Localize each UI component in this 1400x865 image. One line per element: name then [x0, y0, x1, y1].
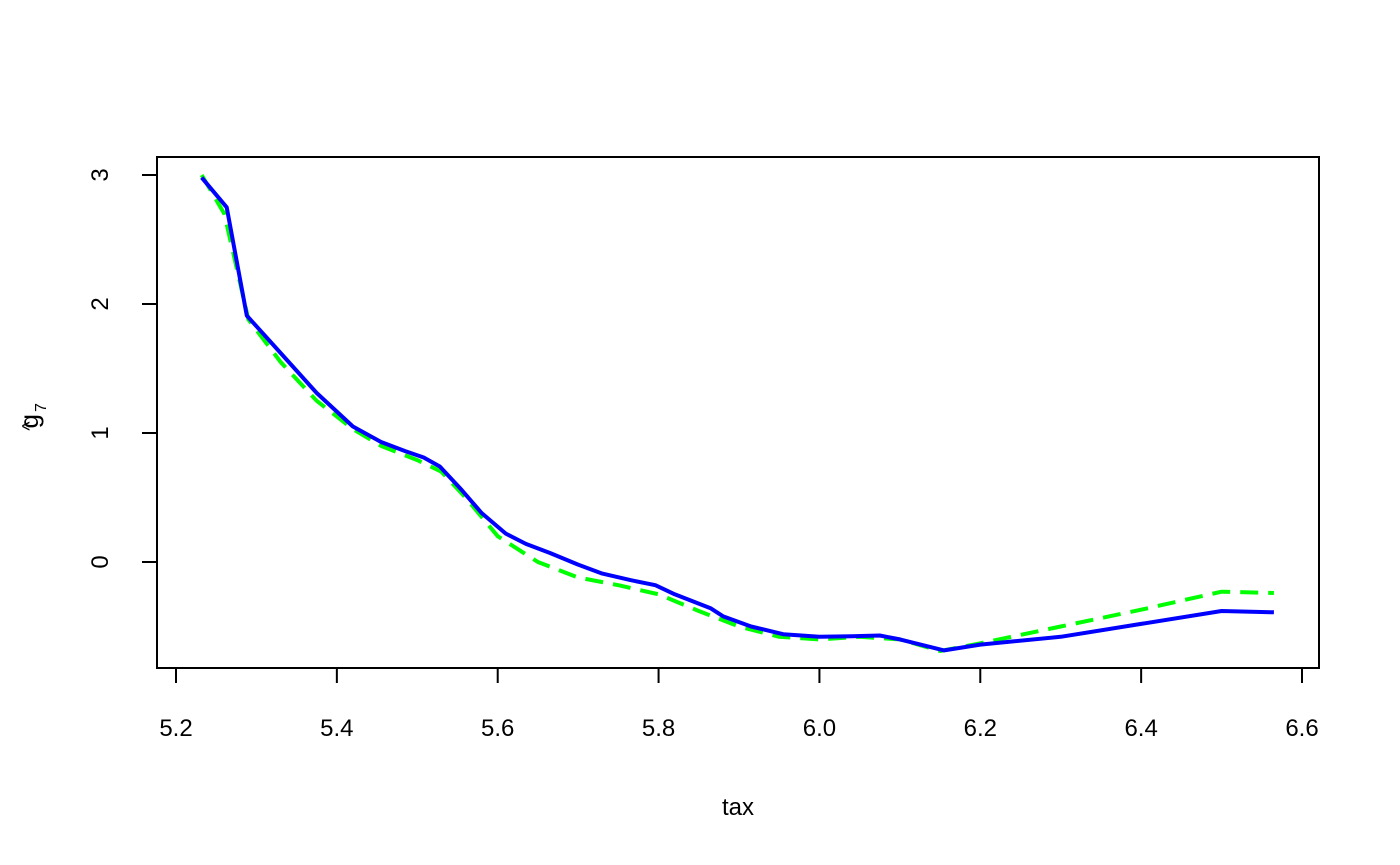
plot-frame	[156, 156, 1320, 669]
y-tick-label: 1	[87, 426, 114, 439]
series-layer	[199, 173, 1274, 653]
x-tick-label: 5.8	[642, 715, 675, 742]
x-tick-label: 5.4	[320, 715, 353, 742]
x-tick-label: 5.2	[159, 715, 192, 742]
x-tick-label: 6.0	[803, 715, 836, 742]
y-tick-label: 2	[87, 297, 114, 310]
y-axis-title-hat: ^	[19, 421, 41, 431]
x-tick-label: 6.6	[1285, 715, 1318, 742]
y-axis-title-base: g	[14, 414, 44, 428]
x-axis-title: tax	[722, 794, 754, 821]
y-axis: 0 1 2 3	[87, 168, 158, 569]
y-tick-label: 3	[87, 168, 114, 181]
y-axis-title: ^ g 7	[14, 403, 50, 431]
x-tick-label: 5.6	[481, 715, 514, 742]
y-axis-title-subscript: 7	[33, 403, 50, 412]
y-tick-label: 0	[87, 555, 114, 568]
x-tick-label: 6.2	[964, 715, 997, 742]
series-line-2	[199, 173, 1274, 653]
x-tick-label: 6.4	[1124, 715, 1157, 742]
x-axis: 5.2 5.4 5.6 5.8 6.0 6.2 6.4 6.6	[159, 667, 1319, 742]
series-line-1	[200, 176, 1274, 653]
